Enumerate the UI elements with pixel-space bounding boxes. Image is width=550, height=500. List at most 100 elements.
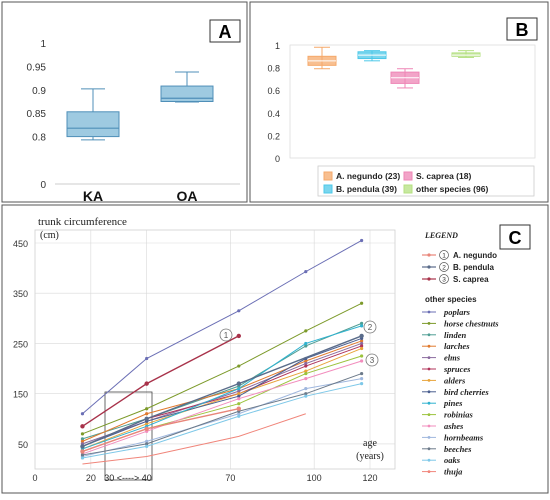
x-tick-label: 70: [225, 473, 235, 483]
data-point: [145, 444, 149, 448]
legend-marker: [427, 436, 431, 439]
data-point: [236, 406, 241, 411]
legend-marker: [427, 265, 431, 269]
legend-label: B. pendula: [453, 263, 494, 272]
legend-marker: [427, 390, 431, 394]
data-point: [360, 382, 364, 386]
data-point: [80, 444, 85, 449]
data-point: [237, 414, 241, 418]
legend-label: other species (96): [416, 184, 488, 194]
legend-label: S. caprea: [453, 275, 489, 284]
data-point: [145, 422, 149, 426]
legend-marker: [427, 413, 431, 416]
x-axis-label: age: [363, 438, 377, 449]
y-tick-label: 0: [40, 180, 46, 191]
series-line-thuja: [82, 413, 306, 465]
legend-number: 2: [442, 265, 446, 272]
callout-number: 1: [224, 331, 229, 340]
x-tick-label: 100: [307, 473, 322, 483]
data-point: [360, 324, 364, 328]
legend-label: hornbeams: [444, 432, 484, 442]
x-category-label: OA: [177, 188, 198, 204]
data-point: [359, 333, 364, 339]
legend-label: larches: [444, 341, 470, 351]
data-point: [144, 426, 149, 432]
data-point: [304, 387, 308, 391]
data-point: [236, 333, 241, 339]
data-point: [304, 344, 308, 348]
legend-label: S. caprea (18): [416, 171, 471, 181]
callout-circle: [363, 320, 377, 334]
data-point: [80, 453, 85, 457]
x-tick-label: 120: [362, 473, 377, 483]
y-tick-label: 0.95: [27, 62, 47, 73]
panel-a-frame: [1, 1, 248, 203]
data-point: [304, 329, 308, 333]
box-other-species: [451, 52, 481, 57]
data-point: [145, 407, 149, 411]
data-point: [237, 392, 241, 396]
y-tick-label: 0.4: [267, 109, 280, 119]
data-point: [304, 377, 308, 381]
data-point: [145, 412, 149, 416]
legend-marker: [427, 322, 431, 325]
highlight-label: 30 <----> 40: [104, 473, 152, 483]
legend-label: horse chestnuts: [444, 318, 499, 328]
legend-number-circle: [439, 250, 449, 260]
legend-marker: [427, 470, 431, 473]
data-point: [304, 270, 308, 274]
panel-c-linechart: 50 150 250 350 450 0 20 70 100 120 30 <----> 40 tru…: [13, 216, 499, 483]
panel-a-label: A: [209, 19, 241, 43]
series-line-b-pendula: [82, 335, 362, 448]
legend-marker: [427, 344, 431, 348]
panel-b-label: B: [506, 17, 538, 41]
callout-circle: [365, 353, 379, 367]
legend-number: 3: [442, 277, 446, 284]
data-point: [237, 364, 241, 368]
panel-c-frame: [1, 204, 549, 494]
data-point: [304, 394, 308, 398]
panel-a-boxplot: 0 0.8 0.85 0.9 0.95 1 KA OA: [27, 39, 240, 204]
legend-swatch: [323, 184, 333, 194]
y-tick-label: 1: [275, 41, 280, 51]
legend-marker: [427, 310, 431, 314]
data-point: [304, 341, 308, 346]
legend-swatch: [323, 171, 333, 181]
legend-marker: [427, 401, 431, 405]
x-tick-label: 0: [32, 473, 37, 483]
legend-marker: [427, 379, 431, 382]
legend-marker: [427, 277, 431, 281]
legend-swatch: [403, 171, 413, 181]
data-point: [304, 361, 308, 366]
data-point: [237, 389, 241, 393]
legend-label: bird cherries: [444, 387, 489, 397]
legend-label: B. pendula (39): [336, 184, 397, 194]
data-point: [360, 346, 364, 351]
data-point: [145, 356, 149, 361]
callout-number: 2: [368, 323, 373, 332]
x-category-label: KA: [83, 188, 103, 204]
legend-label: thuja: [444, 467, 463, 477]
legend-label: robinias: [444, 410, 474, 420]
legend-number-circle: [439, 262, 449, 272]
legend-species-title: other species: [425, 295, 477, 304]
legend-number-circle: [439, 274, 449, 284]
y-tick-label: 0.8: [267, 64, 280, 74]
y-tick-label: 150: [13, 390, 28, 400]
data-point: [80, 439, 85, 443]
y-tick-label: 0.2: [267, 131, 280, 141]
legend-label: A. negundo: [453, 251, 497, 260]
data-point: [304, 369, 308, 373]
data-point: [360, 354, 364, 358]
y-tick-label: 1: [40, 39, 46, 50]
plot-area: [289, 44, 536, 159]
box-ka: [66, 111, 120, 138]
data-point: [237, 394, 241, 398]
data-point: [360, 301, 364, 305]
data-point: [304, 371, 308, 376]
data-point: [80, 456, 85, 460]
y-tick-label: 0: [275, 154, 280, 164]
data-point: [304, 364, 308, 368]
legend-title: LEGEND: [424, 231, 458, 240]
